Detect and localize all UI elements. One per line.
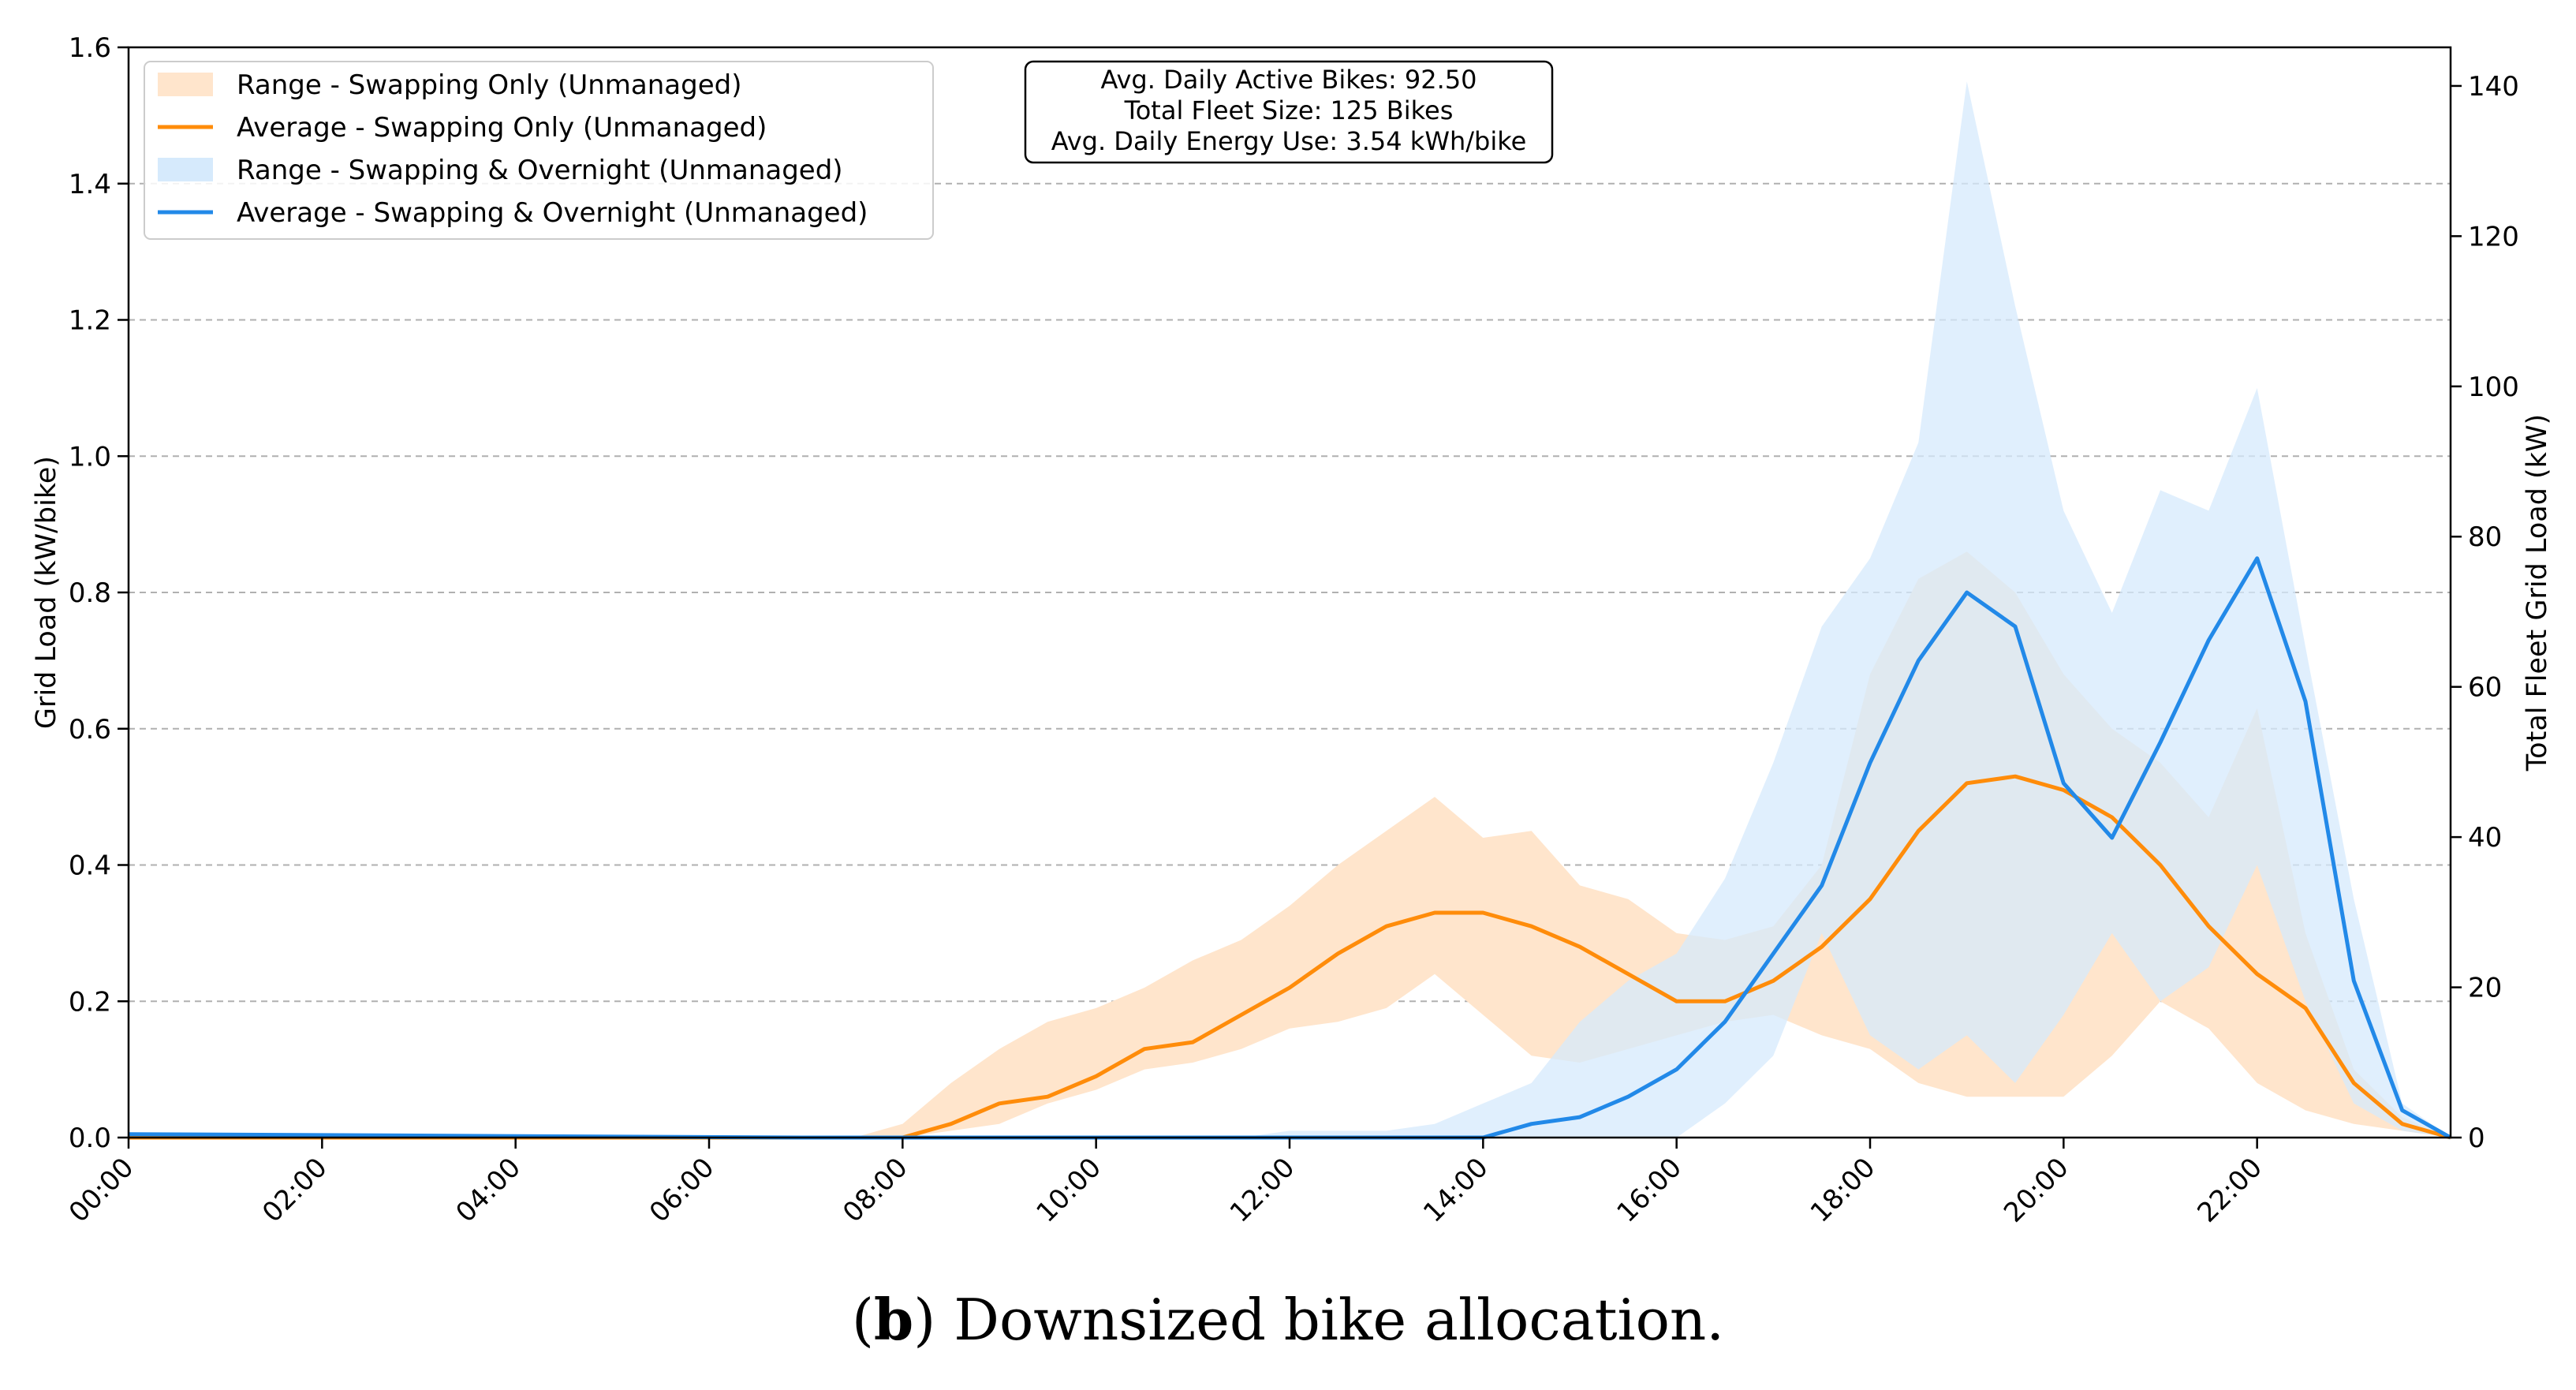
line-0 (129, 774, 2451, 1140)
x-tick-label-11: 22:00 (2191, 1152, 2268, 1229)
annotation-line-0: Avg. Daily Active Bikes: 92.50 (1100, 65, 1477, 95)
y-tick-label-3: 0.6 (69, 714, 111, 745)
legend-label-0: Range - Swapping Only (Unmanaged) (237, 69, 742, 101)
x-tick-label-0: 00:00 (63, 1152, 140, 1229)
annotation-line-2: Avg. Daily Energy Use: 3.54 kWh/bike (1051, 126, 1527, 156)
y2-tick-label-4: 80 (2468, 521, 2502, 553)
y-axis-label: Grid Load (kW/bike) (31, 456, 62, 729)
y-tick-label-4: 0.8 (69, 577, 111, 609)
series-layer (128, 81, 2452, 1140)
x-tick-label-4: 08:00 (837, 1152, 914, 1229)
figure-caption: (b) Downsized bike allocation. (0, 1286, 2576, 1353)
y2-tick-label-7: 140 (2468, 71, 2519, 103)
y2-tick-label-0: 0 (2468, 1123, 2485, 1154)
legend-label-3: Average - Swapping & Overnight (Unmanage… (237, 197, 868, 229)
band-1 (129, 81, 2451, 1138)
y-tick-label-8: 1.6 (69, 32, 111, 64)
legend-box (144, 61, 934, 240)
x-tick-label-3: 06:00 (644, 1152, 721, 1229)
y2-tick-label-5: 100 (2468, 372, 2519, 403)
y-tick-label-0: 0.0 (69, 1123, 111, 1154)
y-tick-label-2: 0.4 (69, 850, 111, 882)
x-tick-label-2: 04:00 (450, 1152, 527, 1229)
x-tick-label-8: 16:00 (1611, 1152, 1688, 1229)
x-tick-label-10: 20:00 (1998, 1152, 2075, 1229)
legend-swatch-2 (158, 158, 213, 181)
y-tick-label-5: 1.0 (69, 441, 111, 473)
legend: Range - Swapping Only (Unmanaged) Average… (144, 61, 934, 240)
annotation-line-1: Total Fleet Size: 125 Bikes (1124, 95, 1454, 125)
y2-tick-label-6: 120 (2468, 221, 2519, 252)
x-tick-label-1: 02:00 (256, 1152, 334, 1229)
y-tick-label-7: 1.4 (69, 169, 111, 200)
legend-swatch-0 (158, 73, 213, 96)
y2-axis-label: Total Fleet Grid Load (kW) (2522, 414, 2553, 772)
x-tick-label-9: 18:00 (1805, 1152, 1882, 1229)
caption-label: b (873, 1286, 914, 1353)
legend-label-1: Average - Swapping Only (Unmanaged) (237, 112, 767, 144)
annotation-frame (1024, 60, 1554, 164)
caption-prefix: ( (851, 1287, 874, 1353)
y2-tick-label-2: 40 (2468, 822, 2502, 854)
x-tick-label-7: 14:00 (1417, 1152, 1495, 1229)
x-tick-label-5: 10:00 (1030, 1152, 1107, 1229)
x-tick-label-6: 12:00 (1224, 1152, 1301, 1229)
caption-text: ) Downsized bike allocation. (913, 1287, 1725, 1353)
legend-label-2: Range - Swapping & Overnight (Unmanaged) (237, 155, 843, 186)
y2-tick-label-1: 20 (2468, 973, 2502, 1004)
y-tick-label-6: 1.2 (69, 305, 111, 337)
y2-tick-label-3: 60 (2468, 672, 2502, 704)
y-tick-label-1: 0.2 (69, 986, 111, 1018)
